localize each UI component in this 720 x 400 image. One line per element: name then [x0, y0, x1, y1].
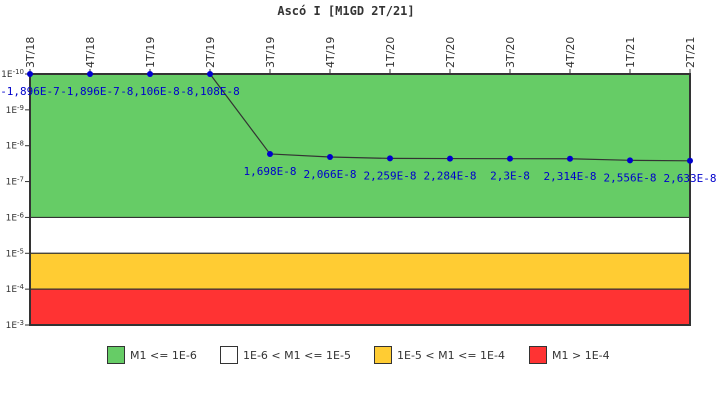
y-tick-label: 1E-9	[6, 104, 24, 116]
legend-swatch	[220, 346, 238, 364]
legend-label: 1E-5 < M1 <= 1E-4	[397, 348, 505, 362]
x-tick-label: 1T/21	[624, 37, 637, 68]
legend-item-0: M1 <= 1E-6	[107, 344, 197, 366]
data-label: -8,108E-8	[180, 85, 240, 98]
y-tick-label: 1E-5	[6, 247, 24, 259]
y-tick-label: 1E-10	[1, 68, 24, 80]
data-point	[87, 71, 93, 77]
plot-frame	[29, 73, 691, 326]
data-point	[267, 150, 273, 157]
band-0	[30, 74, 690, 218]
data-point	[447, 155, 453, 162]
data-label: 2,314E-8	[544, 170, 597, 183]
data-label: 2,556E-8	[604, 171, 657, 184]
data-label: 2,284E-8	[424, 170, 477, 183]
legend-swatch	[374, 346, 392, 364]
x-tick-label: 3T/18	[24, 37, 37, 68]
data-label: 1,698E-8	[244, 165, 297, 178]
data-points	[27, 71, 693, 164]
y-tick-label: 1E-7	[6, 176, 24, 188]
y-tick-label: 1E-4	[6, 283, 25, 295]
legend-swatch	[529, 346, 547, 364]
x-tick-label: 2T/21	[684, 37, 697, 68]
data-point	[387, 155, 393, 162]
x-tick-label: 3T/20	[504, 37, 517, 68]
x-tick-label: 4T/19	[324, 37, 337, 68]
y-axis: 1E-10 1E-9 1E-8 1E-7 1E-6 1E-5 1E-4 1E-3	[1, 68, 30, 331]
legend-item-3: M1 > 1E-4	[529, 344, 610, 366]
legend-label: M1 > 1E-4	[552, 348, 610, 362]
risk-bands	[30, 74, 690, 325]
band-3	[30, 289, 690, 325]
x-tick-label: 4T/18	[84, 37, 97, 68]
band-1	[30, 217, 690, 254]
data-label: -1,896E-7	[60, 85, 120, 98]
legend-item-2: 1E-5 < M1 <= 1E-4	[374, 344, 505, 366]
data-point	[507, 155, 513, 162]
data-label: 2,066E-8	[304, 168, 357, 181]
band-2	[30, 253, 690, 290]
legend-label: 1E-6 < M1 <= 1E-5	[243, 348, 351, 362]
data-point	[27, 71, 33, 77]
y-tick-label: 1E-6	[6, 211, 25, 223]
x-axis: 3T/18 4T/18 1T/19 2T/19 3T/19 4T/19 1T/20 2T/20…	[24, 37, 697, 74]
data-point	[147, 71, 153, 77]
data-label: -1,896E-7	[0, 85, 60, 98]
legend-label: M1 <= 1E-6	[130, 348, 197, 362]
data-label: 2,259E-8	[364, 169, 417, 182]
data-point	[327, 154, 333, 161]
chart-title: Ascó I [M1GD 2T/21]	[277, 4, 414, 18]
y-tick-label: 1E-3	[6, 319, 24, 331]
x-tick-label: 1T/19	[144, 37, 157, 68]
x-tick-label: 2T/20	[444, 37, 457, 68]
data-label: 2,3E-8	[490, 170, 530, 183]
x-tick-label: 2T/19	[204, 37, 217, 68]
data-point	[207, 71, 213, 77]
legend-item-1: 1E-6 < M1 <= 1E-5	[220, 344, 351, 366]
x-tick-label: 3T/19	[264, 37, 277, 68]
legend: M1 <= 1E-6 1E-6 < M1 <= 1E-5 1E-5 < M1 <= …	[0, 344, 720, 368]
data-label: 2,633E-8	[664, 172, 717, 185]
data-labels: -1,896E-7 -1,896E-7 -8,106E-8 -8,108E-81,69…	[0, 85, 716, 185]
legend-swatch	[107, 346, 125, 364]
data-point	[627, 157, 633, 164]
data-label: -8,106E-8	[120, 85, 180, 98]
x-tick-label: 1T/20	[384, 37, 397, 68]
y-tick-label: 1E-8	[6, 140, 24, 152]
data-point	[567, 155, 573, 162]
x-tick-label: 4T/20	[564, 37, 577, 68]
data-point	[687, 157, 693, 164]
